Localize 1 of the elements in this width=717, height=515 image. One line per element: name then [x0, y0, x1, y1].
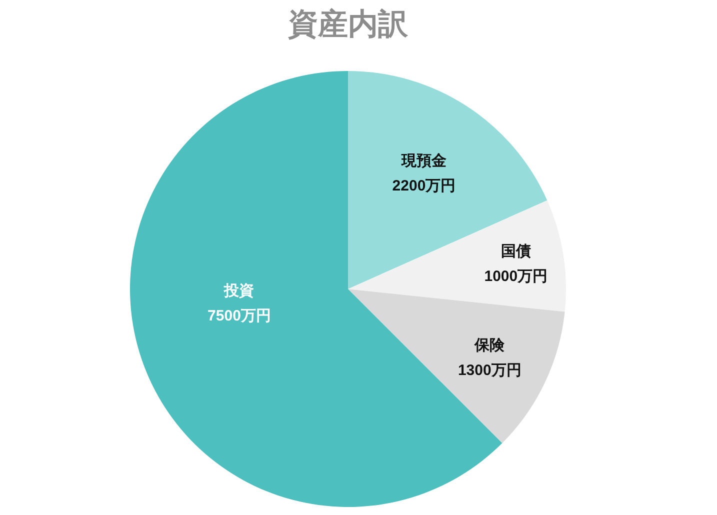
title: 資産内訳	[288, 8, 408, 41]
